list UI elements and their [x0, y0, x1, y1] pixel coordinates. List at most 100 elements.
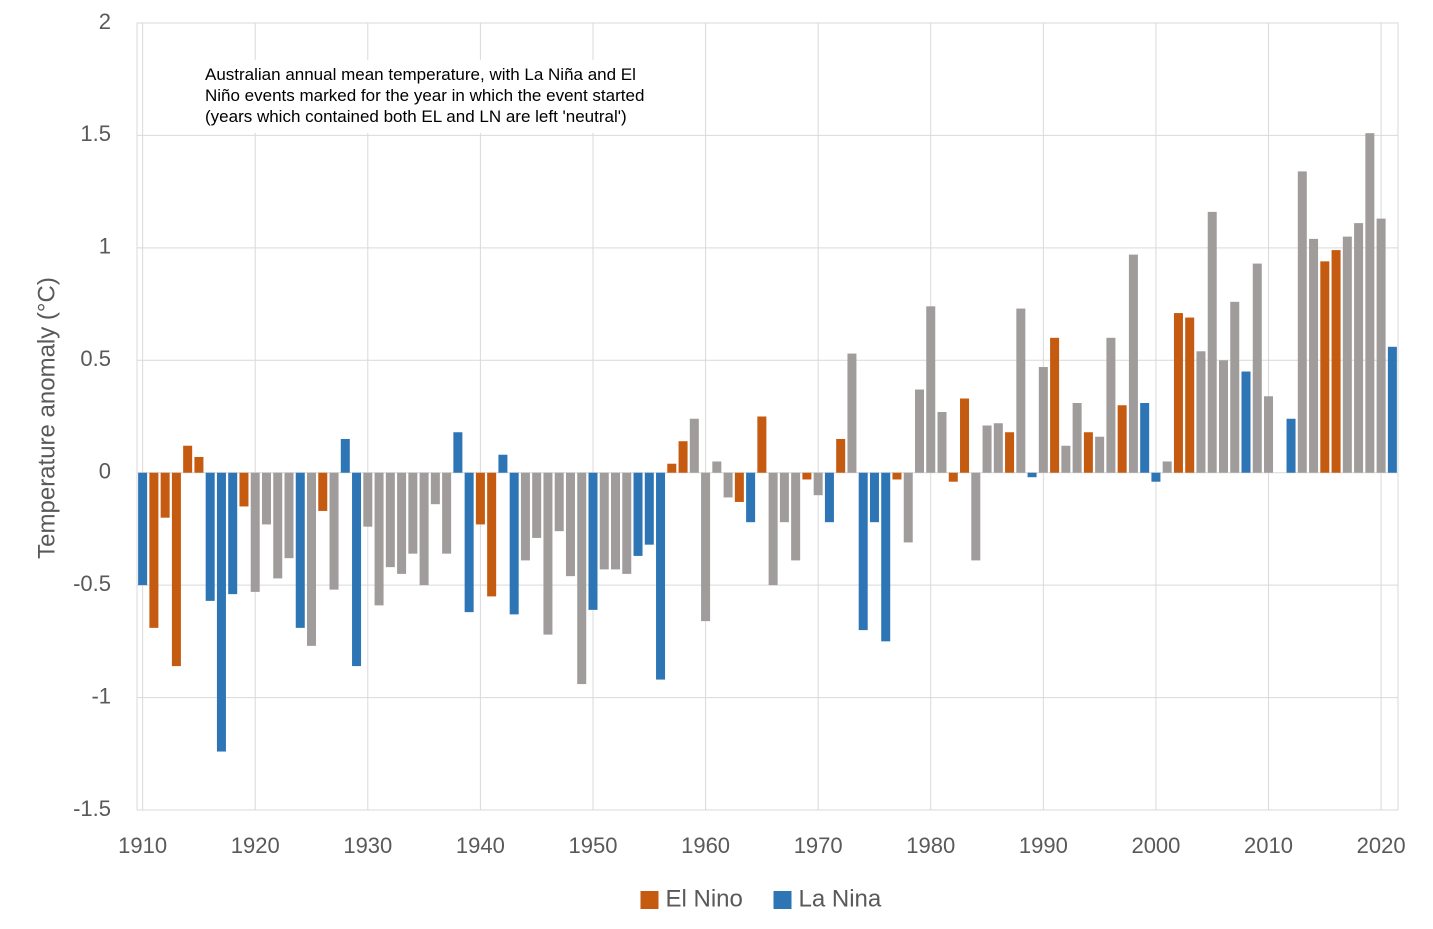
bar [160, 472, 170, 518]
x-tick-label: 1960 [681, 833, 730, 858]
x-tick-label: 2020 [1357, 833, 1406, 858]
bar [656, 472, 666, 680]
bar [1309, 238, 1319, 473]
x-tick-label: 1990 [1019, 833, 1068, 858]
bar [307, 472, 317, 646]
x-tick-label: 1940 [456, 833, 505, 858]
bar [149, 472, 159, 628]
bar [295, 472, 305, 628]
bar [261, 472, 271, 525]
bar [1297, 171, 1307, 473]
bar [1027, 472, 1037, 478]
bar [1387, 346, 1397, 473]
x-tick-label: 1910 [118, 833, 167, 858]
bar [430, 472, 440, 505]
legend-label: El Nino [666, 885, 743, 912]
bar [397, 472, 407, 574]
y-tick-label: 1.5 [80, 121, 111, 146]
bar [239, 472, 249, 507]
bar [1196, 351, 1206, 473]
bar [813, 472, 823, 496]
bar [982, 425, 992, 473]
bar [937, 412, 947, 473]
bar [1354, 223, 1364, 473]
bar [464, 472, 474, 613]
bar [1038, 367, 1048, 473]
bar [216, 472, 226, 752]
bar [532, 472, 542, 538]
bar [611, 472, 621, 570]
bar [1376, 218, 1386, 473]
bar [1286, 418, 1296, 473]
bar [408, 472, 418, 554]
bar [1083, 432, 1093, 473]
bar [228, 472, 238, 595]
bar [284, 472, 294, 559]
bar [892, 472, 902, 480]
x-tick-label: 1970 [794, 833, 843, 858]
bar [824, 472, 834, 523]
bar [171, 472, 181, 667]
y-tick-label: -0.5 [73, 571, 111, 596]
x-tick-label: 1950 [569, 833, 618, 858]
bar [869, 472, 879, 523]
bar [1230, 301, 1240, 473]
bar [960, 398, 970, 473]
bar [993, 423, 1003, 473]
bar [554, 472, 564, 532]
bar [1016, 308, 1026, 473]
legend-swatch [640, 891, 659, 909]
bar [1218, 360, 1228, 473]
x-tick-label: 2010 [1244, 833, 1293, 858]
bar [1162, 461, 1172, 473]
y-tick-label: 1 [99, 234, 111, 259]
bar [948, 472, 958, 482]
bar [599, 472, 609, 570]
bar [914, 389, 924, 473]
bar [644, 472, 654, 545]
bar [791, 472, 801, 561]
y-tick-label: 0 [99, 459, 111, 484]
bar [847, 353, 857, 473]
bar [622, 472, 632, 574]
bar [352, 472, 362, 667]
bar [363, 472, 373, 527]
bar [1106, 337, 1116, 473]
bar [1331, 250, 1341, 473]
bar [802, 472, 812, 480]
bar [1072, 403, 1082, 473]
bar [442, 472, 452, 554]
bar [183, 445, 193, 473]
bar [633, 472, 643, 556]
bar [779, 472, 789, 523]
y-axis-label: Temperature anomaly (°C) [33, 277, 60, 559]
bar [689, 418, 699, 473]
bar [701, 472, 711, 622]
bar [734, 472, 744, 502]
x-tick-label: 1920 [231, 833, 280, 858]
bar [509, 472, 519, 615]
bar [881, 472, 891, 642]
bar [1365, 133, 1375, 473]
bar [1140, 403, 1150, 473]
bar [1241, 371, 1251, 473]
bar [138, 472, 148, 586]
bar [498, 454, 508, 473]
bar [723, 472, 733, 498]
bar [1005, 432, 1015, 473]
plot-border [136, 22, 1399, 811]
legend-swatch [773, 891, 792, 909]
bar [374, 472, 384, 606]
bar [746, 472, 756, 523]
bar [1151, 472, 1161, 482]
bar [667, 463, 677, 473]
x-tick-label: 1980 [906, 833, 955, 858]
x-tick-label: 1930 [343, 833, 392, 858]
bar [453, 432, 463, 473]
bar [194, 456, 204, 473]
y-tick-label: -1.5 [73, 796, 111, 821]
bar [1173, 313, 1183, 473]
bar [757, 416, 767, 473]
